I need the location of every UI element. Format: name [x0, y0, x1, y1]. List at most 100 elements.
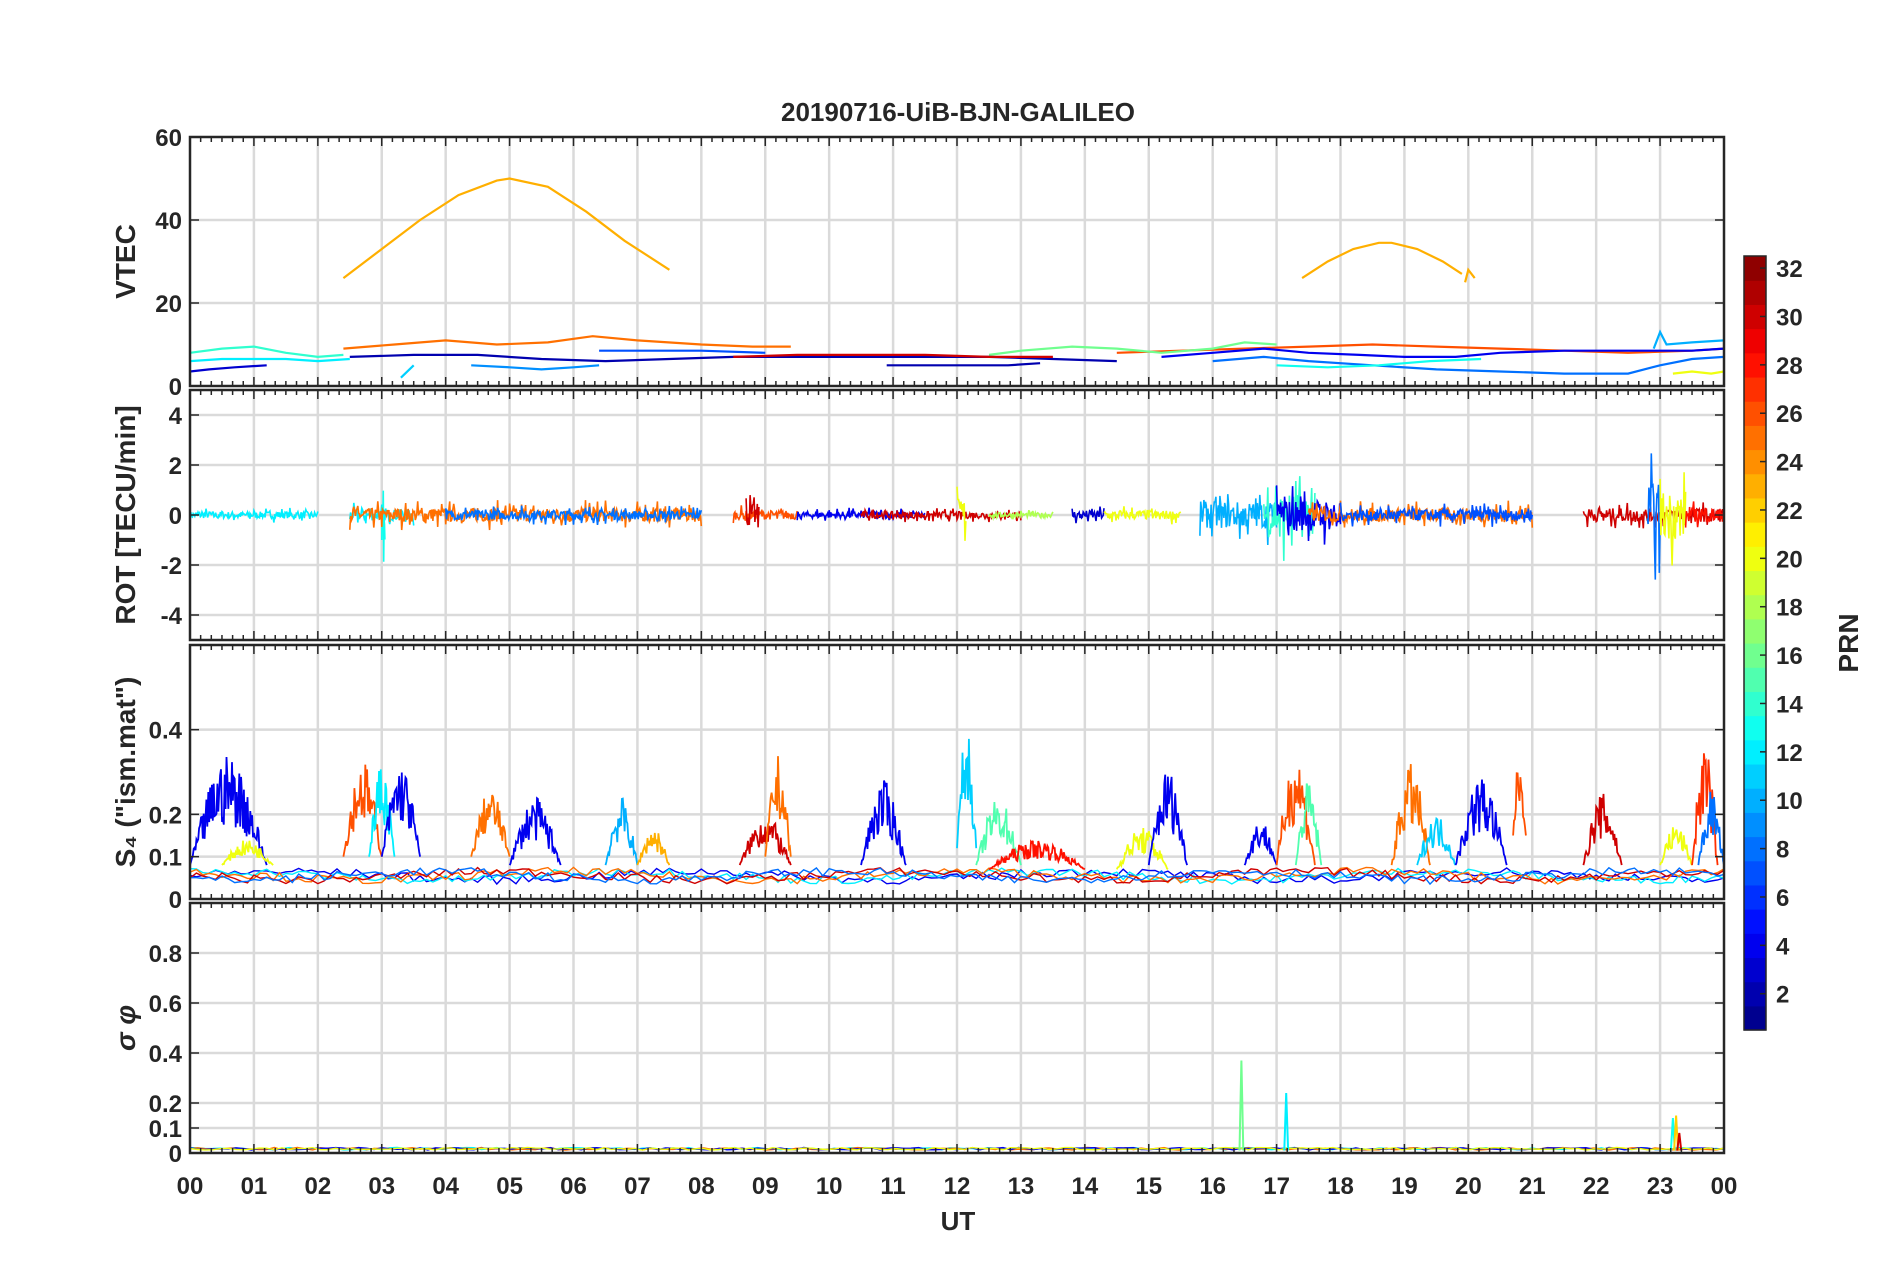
x-tick-label: 14	[1071, 1173, 1098, 1200]
x-tick-label: 08	[688, 1173, 715, 1200]
y-tick-label: 0.6	[149, 991, 182, 1018]
colorbar-segment	[1744, 449, 1766, 475]
colorbar-tick-label: 8	[1776, 837, 1789, 864]
x-tick-label: 01	[241, 1173, 268, 1200]
colorbar-segment	[1744, 401, 1766, 426]
x-tick-label: 06	[560, 1173, 587, 1200]
x-tick-label: 00	[177, 1173, 204, 1200]
y-tick-label: 0.4	[149, 718, 183, 745]
rot-trace-prn-10	[1199, 494, 1278, 546]
sigma-spike-prn-22	[1673, 1115, 1679, 1151]
vtec-line-prn-2	[886, 362, 1041, 367]
colorbar-segment	[1744, 546, 1766, 572]
colorbar-segment	[1744, 715, 1766, 741]
colorbar-segment	[1744, 618, 1766, 644]
x-tick-label: 19	[1391, 1173, 1418, 1200]
colorbar-segment	[1744, 763, 1766, 789]
s4-trace-prn-4	[1454, 779, 1508, 866]
y-tick-label: 40	[155, 208, 182, 235]
colorbar-segment	[1744, 328, 1766, 354]
panel-1-grid	[190, 137, 1724, 386]
rot-trace-prn-26	[732, 505, 798, 524]
y-tick-label: 0.2	[149, 1091, 182, 1118]
x-tick-label: 18	[1327, 1173, 1354, 1200]
rot-trace-prn-20	[956, 486, 967, 541]
y-tick-label: 0	[169, 887, 182, 914]
vtec-line-prn-9	[471, 364, 600, 371]
colorbar-segment	[1744, 884, 1766, 910]
colorbar-segment	[1744, 957, 1766, 983]
colorbar-segment	[1744, 1005, 1766, 1031]
colorbar-tick-label: 24	[1776, 450, 1803, 477]
y-tick-label: 0	[169, 503, 182, 530]
colorbar-tick-label: 12	[1776, 740, 1803, 767]
panel-4-ticks: 00.10.2 0.4 0.6 0.8	[149, 903, 1725, 1168]
colorbar-tick-label: 14	[1776, 691, 1803, 718]
rot-trace-prn-8	[1646, 453, 1661, 580]
x-tick-label: 15	[1135, 1173, 1162, 1200]
s4-baseline-prn-25	[189, 866, 1725, 885]
x-axis-label: UT	[941, 1206, 976, 1236]
vtec-line-prn-8	[1212, 355, 1725, 375]
y-tick-label: 2	[169, 453, 182, 480]
vtec-line-prn-25	[343, 335, 791, 350]
s4-trace-prn-20	[1115, 827, 1169, 871]
vtec-line-prn-7	[599, 349, 766, 354]
colorbar-segment	[1744, 497, 1766, 523]
x-tick-label: 07	[624, 1173, 651, 1200]
panel-3-grid	[190, 645, 1724, 899]
rot-trace-prn-25	[349, 500, 703, 531]
colorbar-segment	[1744, 304, 1766, 330]
vtec-line-prn-16	[988, 341, 1277, 356]
x-tick-label: 20	[1455, 1173, 1482, 1200]
colorbar-tick-label: 2	[1776, 982, 1789, 1009]
x-tick-label: 12	[944, 1173, 971, 1200]
colorbar-tick-label: 18	[1776, 595, 1803, 622]
y-tick-label: 0.1	[149, 845, 182, 872]
y-tick-label: 20	[155, 291, 182, 318]
colorbar-segment	[1744, 812, 1766, 838]
panel-1-ticks: 0 20 40 60	[155, 125, 1725, 401]
x-tick-label: 17	[1263, 1173, 1290, 1200]
s4-trace-prn-4	[1243, 826, 1278, 866]
vtec-line-prn-20	[1672, 370, 1725, 375]
colorbar-segment	[1744, 981, 1766, 1007]
colorbar-segment	[1744, 933, 1766, 959]
panel-3-data	[189, 738, 1725, 886]
colorbar-tick-label: 20	[1776, 546, 1803, 573]
vtec-line-prn-4	[1161, 347, 1725, 358]
rot-trace-prn-18	[988, 509, 1054, 522]
vtec-line-prn-13	[1276, 357, 1482, 369]
y-tick-label: 0	[169, 1141, 182, 1168]
colorbar-tick-label: 32	[1776, 256, 1803, 283]
x-tick-label: 11	[880, 1173, 905, 1200]
panel-2-ylabel: ROT [TECU/min]	[110, 405, 141, 624]
colorbar-segment	[1744, 522, 1766, 547]
vtec-line-prn-23	[342, 177, 670, 279]
s4-baseline-prn-8	[190, 866, 1725, 886]
rot-trace-prn-28	[1684, 501, 1725, 528]
y-tick-label: -2	[161, 553, 182, 580]
s4-trace-prn-25	[470, 794, 511, 857]
s4-trace-prn-4	[380, 772, 421, 857]
rot-trace-prn-20	[1659, 472, 1687, 566]
rot-trace-prn-30	[745, 495, 760, 528]
colorbar-segment	[1744, 376, 1766, 402]
s4-trace-prn-4	[508, 796, 562, 866]
colorbar-segment	[1744, 909, 1766, 934]
vtec-line-prn-12	[189, 357, 350, 363]
x-tick-label: 00	[1711, 1173, 1738, 1200]
y-tick-label: 0.4	[149, 1041, 183, 1068]
s4-trace-prn-4	[860, 780, 907, 866]
s4-trace-prn-4	[189, 756, 268, 866]
panel-1-data	[189, 177, 1725, 379]
colorbar-segment	[1744, 425, 1766, 451]
s4-baseline-prn-4	[189, 867, 1725, 886]
panel-2: 4 2 0 -2 -4 ROT [TECU/min]	[110, 388, 1726, 642]
rot-trace-prn-12	[349, 502, 415, 526]
s4-trace-prn-28	[988, 839, 1086, 871]
colorbar-segment	[1744, 643, 1766, 668]
